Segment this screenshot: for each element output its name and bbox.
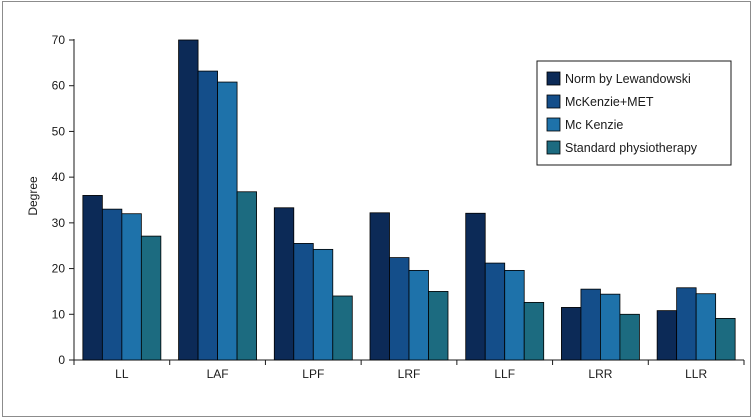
legend-label: Mc Kenzie — [565, 118, 623, 132]
legend-swatch — [546, 71, 561, 86]
legend-label: Norm by Lewandowski — [565, 72, 691, 86]
y-tick-label: 20 — [52, 262, 66, 276]
x-tick-label: LAF — [207, 367, 229, 381]
x-axis: LL LAF LPF LRF LLF LRR LLR — [73, 359, 745, 381]
bar — [293, 243, 314, 361]
x-tick-label: LRF — [398, 367, 421, 381]
bar — [273, 207, 295, 361]
y-tick-label: 50 — [52, 124, 66, 138]
bar — [312, 248, 334, 361]
y-tick-label: 0 — [58, 353, 65, 367]
bar — [121, 213, 142, 361]
bar — [523, 301, 545, 361]
bar — [408, 269, 429, 361]
bar — [484, 262, 506, 361]
bar — [101, 208, 123, 361]
y-axis-title: Degree — [26, 176, 40, 216]
bar — [369, 212, 390, 361]
bar — [389, 257, 410, 361]
y-axis: 0 10 20 30 40 50 60 70 — [52, 33, 75, 367]
bar — [504, 269, 525, 361]
bar — [236, 191, 257, 361]
y-tick-label: 30 — [52, 216, 66, 230]
legend: Norm by Lewandowski McKenzie+MET Mc Kenzie… — [536, 60, 732, 166]
legend-box — [536, 60, 732, 166]
bar — [332, 295, 353, 361]
bar — [217, 81, 238, 361]
x-tick-label: LRR — [588, 367, 612, 381]
legend-swatch — [546, 140, 561, 155]
bar — [676, 287, 697, 361]
bars — [82, 39, 736, 361]
x-tick-label: LPF — [302, 367, 324, 381]
y-tick-label: 40 — [52, 170, 66, 184]
x-tick-label: LLR — [685, 367, 707, 381]
bar — [656, 310, 678, 361]
bar — [600, 293, 621, 361]
y-tick-label: 60 — [52, 79, 66, 93]
y-tick-label: 70 — [52, 33, 66, 47]
bar — [695, 293, 717, 361]
y-tick-label: 10 — [52, 307, 66, 321]
bar — [428, 291, 449, 361]
bar — [619, 313, 640, 361]
legend-label: McKenzie+MET — [565, 95, 654, 109]
bar — [465, 212, 486, 361]
x-tick-label: LLF — [494, 367, 515, 381]
legend-swatch — [546, 94, 561, 109]
bar — [715, 317, 736, 361]
bar — [580, 288, 601, 361]
legend-swatch — [546, 117, 561, 132]
bar — [197, 70, 218, 361]
bar — [561, 307, 582, 361]
bar — [178, 39, 199, 361]
bar — [82, 195, 103, 361]
legend-label: Standard physiotherapy — [565, 141, 698, 155]
bar — [140, 235, 162, 361]
x-tick-label: LL — [115, 367, 129, 381]
